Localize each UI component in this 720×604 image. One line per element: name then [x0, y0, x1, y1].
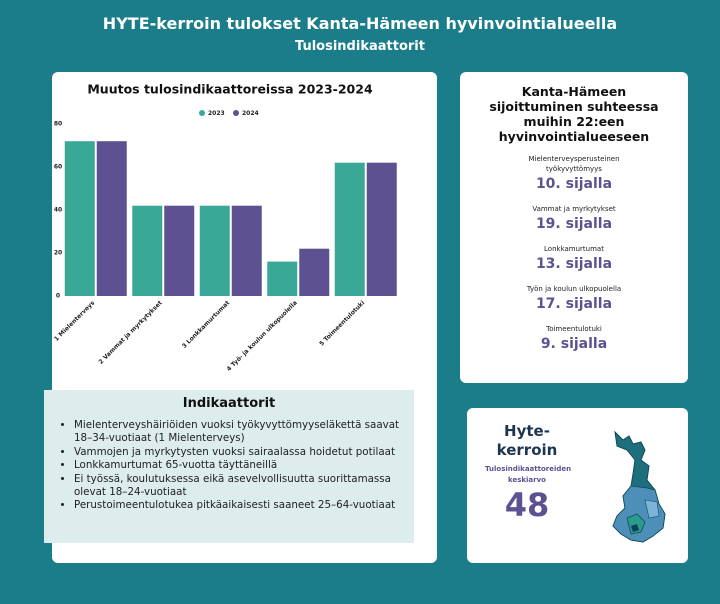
bar	[299, 248, 330, 296]
y-tick-label: 0	[56, 293, 60, 300]
index-subtitle: Tulosindikaattoreiden keskiarvo	[485, 465, 572, 484]
x-tick-label: 4 Työ- ja koulun ulkopuolella	[225, 300, 298, 373]
y-tick-label: 80	[54, 121, 62, 128]
indicator-item: Perustoimeentulotukea pitkäaikaisesti sa…	[74, 499, 400, 512]
bar	[64, 141, 95, 296]
bar	[96, 141, 127, 296]
y-tick-label: 20	[54, 250, 62, 257]
bar	[267, 261, 298, 296]
y-tick-label: 40	[54, 207, 62, 214]
indicators-title: Indikaattorit	[182, 396, 276, 411]
bar	[132, 205, 163, 296]
finland-map	[612, 430, 666, 543]
ranking-title: Kanta-Hämeen sijoittuminen suhteessa mui…	[489, 84, 659, 144]
page-title: HYTE-kerroin tulokset Kanta-Hämeen hyvin…	[102, 14, 618, 33]
index-value: 48	[504, 486, 550, 524]
bar	[334, 162, 365, 296]
ranking-value: 17. sijalla	[535, 296, 613, 312]
bar	[366, 162, 397, 296]
page-subtitle: Tulosindikaattorit	[295, 39, 425, 54]
map-region	[626, 513, 646, 535]
ranking-value: 19. sijalla	[535, 216, 613, 232]
indicators-box: Indikaattorit Mielenterveyshäiriöiden vu…	[44, 390, 414, 543]
x-tick-label: 1 Mielenterveys	[53, 299, 97, 343]
legend-label: 2024	[242, 110, 259, 117]
y-tick-label: 60	[54, 164, 62, 171]
x-tick-label: 5 Toimeentulotuki	[318, 300, 366, 348]
legend-marker	[199, 110, 205, 116]
indicators-list: Mielenterveyshäiriöiden vuoksi työkyvytt…	[44, 419, 414, 513]
ranking-list: Mielenterveysperusteinen työkyvyttömyys 1…	[460, 154, 688, 352]
x-tick-label: 3 Lonkkamurtumat	[181, 299, 232, 350]
index-title: Hyte-kerroin	[496, 422, 558, 459]
chart: Muutos tulosindikaattoreissa 2023-2024 0…	[53, 82, 397, 373]
legend-label: 2023	[208, 110, 225, 117]
ranking-label: Lonkkamurtumat	[544, 245, 604, 253]
indicator-item: Ei työssä, koulutuksessa eikä asevelvoll…	[74, 473, 400, 500]
ranking-label: Vammat ja myrkytykset	[532, 205, 616, 213]
indicator-item: Mielenterveyshäiriöiden vuoksi työkyvytt…	[74, 419, 400, 446]
ranking-card: Kanta-Hämeen sijoittuminen suhteessa mui…	[460, 72, 688, 383]
bar	[164, 205, 195, 296]
bar	[231, 205, 262, 296]
bar	[199, 205, 230, 296]
ranking-label: Toimeentulotuki	[546, 325, 602, 333]
ranking-label: Työn ja koulun ulkopuolella	[526, 285, 622, 293]
ranking-value: 10. sijalla	[535, 176, 613, 192]
ranking-value: 9. sijalla	[540, 336, 608, 352]
x-tick-label: 2 Vammat ja myrkytykset	[98, 299, 164, 365]
indicator-item: Vammojen ja myrkytysten vuoksi sairaalas…	[74, 446, 400, 459]
indicator-item: Lonkkamurtumat 65-vuotta täyttäneillä	[74, 459, 400, 472]
ranking-value: 13. sijalla	[535, 256, 613, 272]
ranking-label: Mielenterveysperusteinen työkyvyttömyys	[528, 155, 620, 173]
index-card: Hyte-kerroin Tulosindikaattoreiden keski…	[467, 408, 688, 563]
chart-title: Muutos tulosindikaattoreissa 2023-2024	[87, 82, 373, 97]
map-south	[612, 485, 666, 543]
legend-marker	[233, 110, 239, 116]
map-region	[644, 499, 660, 519]
map-kanta-hame	[631, 524, 639, 532]
